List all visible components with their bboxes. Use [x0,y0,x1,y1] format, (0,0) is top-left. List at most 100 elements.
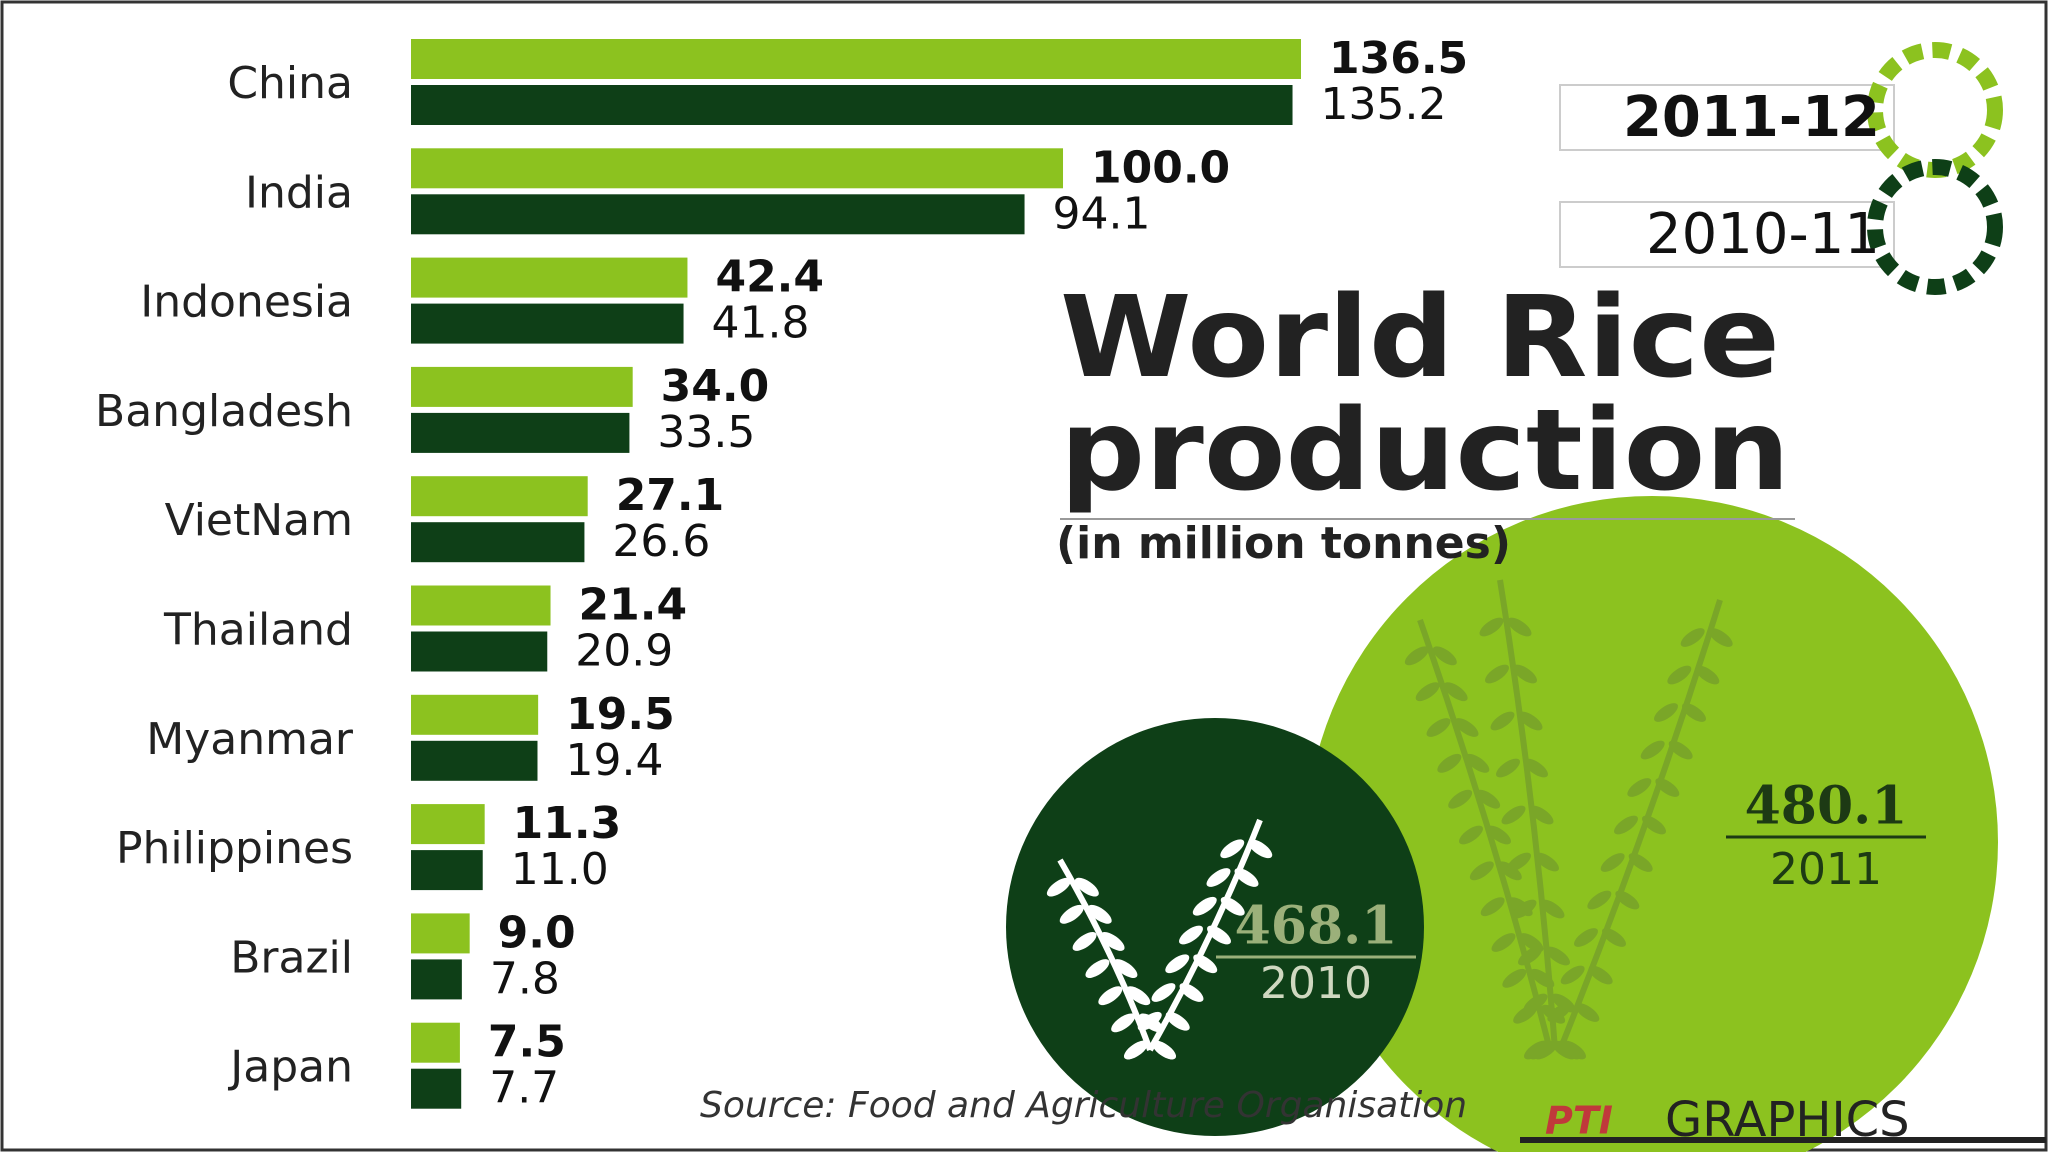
rice-grain [1126,986,1151,1006]
rice-grain [1557,1040,1581,1060]
rice-grain [1437,753,1462,773]
rice-grain [1459,825,1483,845]
bar [411,850,483,891]
rice-grain [1085,959,1110,978]
rice-grain [1513,664,1537,684]
bar [411,522,585,563]
bar [411,366,633,407]
rice-stem [1497,579,1558,1051]
total-label: 2011 [1770,844,1882,895]
rice-grain [1165,954,1190,974]
value-label: 21.4 [579,580,688,631]
rice-grain [1404,646,1429,666]
rice-grain [1087,904,1112,924]
chart-title: production [1060,386,1790,516]
rice-stem [1417,619,1553,1051]
rice-grain [1151,983,1176,1002]
rice-grain [1487,825,1511,845]
rice-grain [1529,805,1554,825]
rice-grain [1695,665,1720,685]
rice-grain [1426,718,1451,737]
category-label: Indonesia [140,277,353,328]
rice-grain [1480,897,1505,917]
bar [411,194,1025,235]
rice-grain [1535,852,1559,872]
value-label: 26.6 [612,516,710,567]
bar [411,303,684,344]
rice-grain [1448,789,1473,809]
rice-grain [1680,628,1705,647]
rice-grain [1469,861,1494,881]
rice-grain [1614,815,1638,835]
rice-grain [1628,853,1653,872]
category-label: Bangladesh [95,386,353,437]
rice-grain [1248,839,1273,859]
bar [411,39,1301,79]
legend-box [1559,84,1895,151]
rice-grain [1655,778,1680,797]
rice-grain [1137,1011,1162,1031]
rice-grain [1485,664,1509,684]
bar [411,740,538,781]
rice-grain [1152,1040,1176,1060]
rice-grain [1206,868,1231,887]
rice-grain [1575,1003,1600,1022]
rice-grain [1479,617,1504,637]
rice-grain [1587,890,1612,910]
rice-grain [1502,968,1527,988]
rice-grain [1234,868,1259,887]
value-label: 41.8 [712,298,810,349]
rice-grain [1512,899,1537,919]
rice-grain [1465,753,1490,773]
bar [411,959,462,1000]
bar [411,257,688,298]
rice-grain [1496,758,1520,778]
category-label: China [227,58,353,109]
rice-grain [1615,890,1640,910]
rice-grain [1179,925,1203,945]
value-label: 135.2 [1321,79,1447,130]
value-label: 94.1 [1053,188,1151,239]
rice-grain [1600,853,1625,872]
rice-grain [1546,946,1570,966]
rice-grain [1627,778,1652,797]
rice-grain [1476,789,1501,809]
bar [411,694,539,735]
rice-grain [1640,740,1665,760]
source: Source: Food and Agriculture Organisatio… [700,1085,1467,1126]
rice-grain [1220,896,1245,916]
rice-grain [1668,740,1693,760]
total-value: 480.1 [1745,776,1908,837]
rice-grain [1113,959,1138,978]
rice-grain [1540,899,1565,919]
category-label: Brazil [230,932,353,983]
total-value: 468.1 [1235,896,1398,957]
rice-grain [1192,896,1217,916]
bar [411,913,470,954]
rice-grain [1165,1011,1190,1031]
legend-label: 2010-11 [1646,202,1880,267]
value-label: 11.0 [511,844,609,895]
total-label: 2010 [1260,958,1372,1009]
rice-grain [1072,932,1097,951]
bar [411,85,1293,125]
value-label: 19.5 [566,689,675,740]
rice-grain [1588,965,1613,985]
value-label: 100.0 [1091,142,1230,193]
rice-grain [1179,983,1204,1002]
rice-grain [1415,682,1440,702]
chart-subtitle: (in million tonnes) [1056,518,1511,569]
bar [411,412,630,453]
rice-grain [1518,946,1542,966]
rice-stem [1557,599,1723,1052]
rice-stem [1147,818,1263,1052]
rice-grain [1432,646,1457,666]
rice-grain [1207,925,1231,945]
value-label: 33.5 [657,407,755,458]
value-label: 34.0 [661,361,770,412]
value-label: 9.0 [498,907,576,958]
value-label: 7.5 [488,1017,566,1068]
rice-grain [1111,1013,1136,1033]
